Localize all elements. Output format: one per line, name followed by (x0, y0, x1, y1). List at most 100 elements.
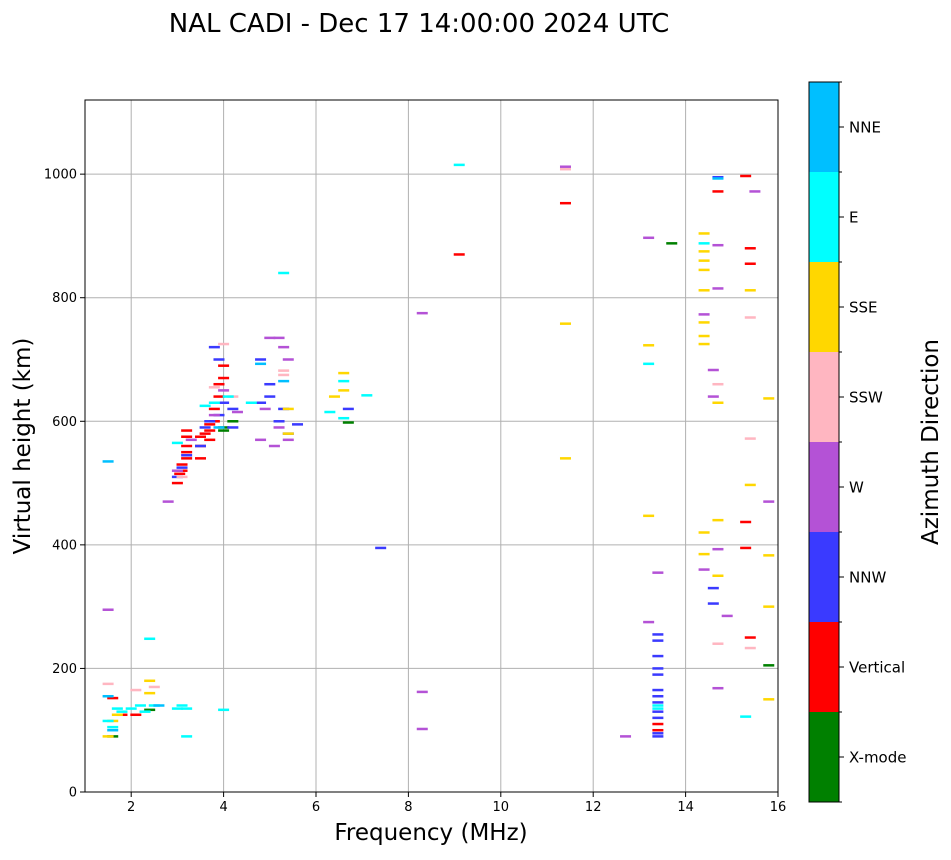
data-point-e (361, 394, 373, 397)
data-point-vertical (130, 713, 142, 717)
data-point-vertical (107, 696, 119, 700)
data-point-sse (144, 691, 156, 695)
plot-frame (84, 99, 779, 793)
data-point-w (698, 313, 710, 316)
x-tick-label: 10 (493, 800, 510, 815)
data-point-vertical (195, 457, 206, 460)
data-point-sse (698, 232, 710, 235)
data-point-sse (643, 514, 655, 518)
x-tick-label: 16 (770, 800, 787, 815)
data-point-w (416, 727, 428, 731)
data-point-vertical (652, 722, 664, 726)
colorbar-segment-nne (809, 82, 839, 172)
data-point-w (278, 345, 290, 349)
data-point-nne (712, 177, 724, 180)
data-point-vertical (453, 253, 465, 256)
data-point-nne (102, 460, 114, 463)
colorbar-tick-label: Vertical (849, 659, 905, 677)
data-point-w (268, 444, 280, 448)
data-point-e (338, 416, 350, 420)
data-point-ssw (278, 373, 290, 377)
data-point-w (721, 614, 733, 618)
data-point-nne (278, 379, 290, 383)
data-point-vertical (199, 432, 211, 435)
data-point-sse (698, 342, 710, 346)
data-point-e (181, 735, 193, 738)
x-axis-label: Frequency (MHz) (334, 820, 527, 846)
data-point-e (111, 707, 123, 710)
data-point-e (102, 719, 114, 723)
data-point-x-mode (342, 421, 354, 424)
data-point-e (338, 379, 350, 383)
y-tick-label: 600 (52, 415, 77, 430)
data-point-w (763, 500, 775, 503)
data-point-nnw (652, 667, 664, 670)
data-point-vertical (744, 247, 756, 250)
data-point-w (416, 311, 428, 315)
x-tick-label: 14 (677, 800, 694, 815)
data-point-sse (744, 483, 756, 487)
data-point-vertical (181, 429, 193, 432)
data-point-ssw (744, 437, 756, 440)
data-point-ssw (744, 316, 756, 319)
data-point-e (222, 395, 234, 398)
data-point-vertical (740, 520, 752, 524)
data-point-e (740, 715, 752, 718)
data-point-nne (255, 362, 267, 366)
data-point-nne (213, 426, 225, 429)
data-point-sse (338, 371, 350, 375)
data-point-vertical (181, 444, 193, 448)
data-point-vertical (740, 174, 752, 178)
data-point-vertical (218, 364, 230, 367)
data-point-e (176, 704, 188, 707)
data-point-nnw (255, 358, 267, 361)
colorbar-frame (808, 81, 840, 803)
data-point-w (273, 426, 285, 429)
data-points (102, 163, 775, 738)
data-point-vertical (204, 429, 216, 432)
data-point-x-mode (227, 420, 239, 423)
data-point-sse (111, 713, 123, 717)
data-point-w (282, 438, 294, 442)
data-point-nnw (375, 546, 387, 550)
data-point-vertical (213, 382, 225, 386)
data-point-ssw (148, 685, 160, 689)
data-point-vertical (652, 728, 664, 732)
x-tick-label: 12 (585, 800, 602, 815)
data-point-vertical (174, 472, 186, 476)
data-point-w (231, 410, 243, 414)
data-point-nnw (227, 407, 239, 411)
data-point-nnw (707, 602, 719, 605)
data-point-vertical (204, 438, 216, 442)
data-point-w (712, 287, 724, 290)
data-point-vertical (559, 201, 571, 205)
x-tick-label: 8 (404, 800, 412, 815)
data-point-nnw (176, 466, 188, 469)
colorbar-tick-label: E (849, 209, 858, 227)
data-point-nnw (707, 586, 719, 590)
data-point-sse (559, 322, 571, 325)
data-point-e (139, 710, 151, 713)
data-point-ssw (559, 167, 571, 171)
data-point-sse (282, 432, 294, 435)
data-point-vertical (181, 457, 193, 460)
data-point-nnw (273, 420, 285, 423)
data-point-vertical (171, 481, 183, 485)
data-point-nnw (264, 382, 276, 386)
data-point-nne (107, 728, 119, 732)
data-point-vertical (204, 423, 216, 426)
data-point-sse (643, 344, 655, 347)
colorbar-tick-label: X-mode (849, 749, 906, 767)
data-point-w (185, 438, 197, 442)
data-point-ssw (744, 646, 756, 650)
x-tick-label: 6 (312, 800, 320, 815)
data-point-sse (712, 574, 724, 577)
data-point-sse (698, 531, 710, 534)
data-point-e (171, 441, 183, 445)
data-point-sse (698, 552, 710, 556)
data-point-nnw (181, 454, 193, 457)
data-point-ssw (176, 475, 188, 479)
data-point-w (282, 358, 294, 361)
data-point-ssw (208, 386, 220, 389)
